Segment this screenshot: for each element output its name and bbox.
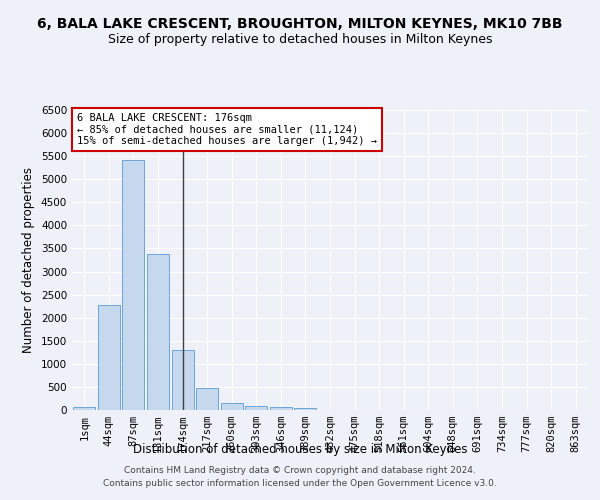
Bar <box>147 254 169 410</box>
Text: Size of property relative to detached houses in Milton Keynes: Size of property relative to detached ho… <box>108 32 492 46</box>
Y-axis label: Number of detached properties: Number of detached properties <box>22 167 35 353</box>
Bar <box>196 388 218 410</box>
Text: Contains HM Land Registry data © Crown copyright and database right 2024.
Contai: Contains HM Land Registry data © Crown c… <box>103 466 497 487</box>
Bar <box>98 305 120 410</box>
Text: Distribution of detached houses by size in Milton Keynes: Distribution of detached houses by size … <box>133 442 467 456</box>
Bar <box>270 408 292 410</box>
Bar <box>122 160 145 410</box>
Bar <box>245 406 268 410</box>
Bar <box>295 408 316 410</box>
Text: 6 BALA LAKE CRESCENT: 176sqm
← 85% of detached houses are smaller (11,124)
15% o: 6 BALA LAKE CRESCENT: 176sqm ← 85% of de… <box>77 113 377 146</box>
Text: 6, BALA LAKE CRESCENT, BROUGHTON, MILTON KEYNES, MK10 7BB: 6, BALA LAKE CRESCENT, BROUGHTON, MILTON… <box>37 18 563 32</box>
Bar <box>221 402 243 410</box>
Bar <box>172 350 194 410</box>
Bar <box>73 407 95 410</box>
